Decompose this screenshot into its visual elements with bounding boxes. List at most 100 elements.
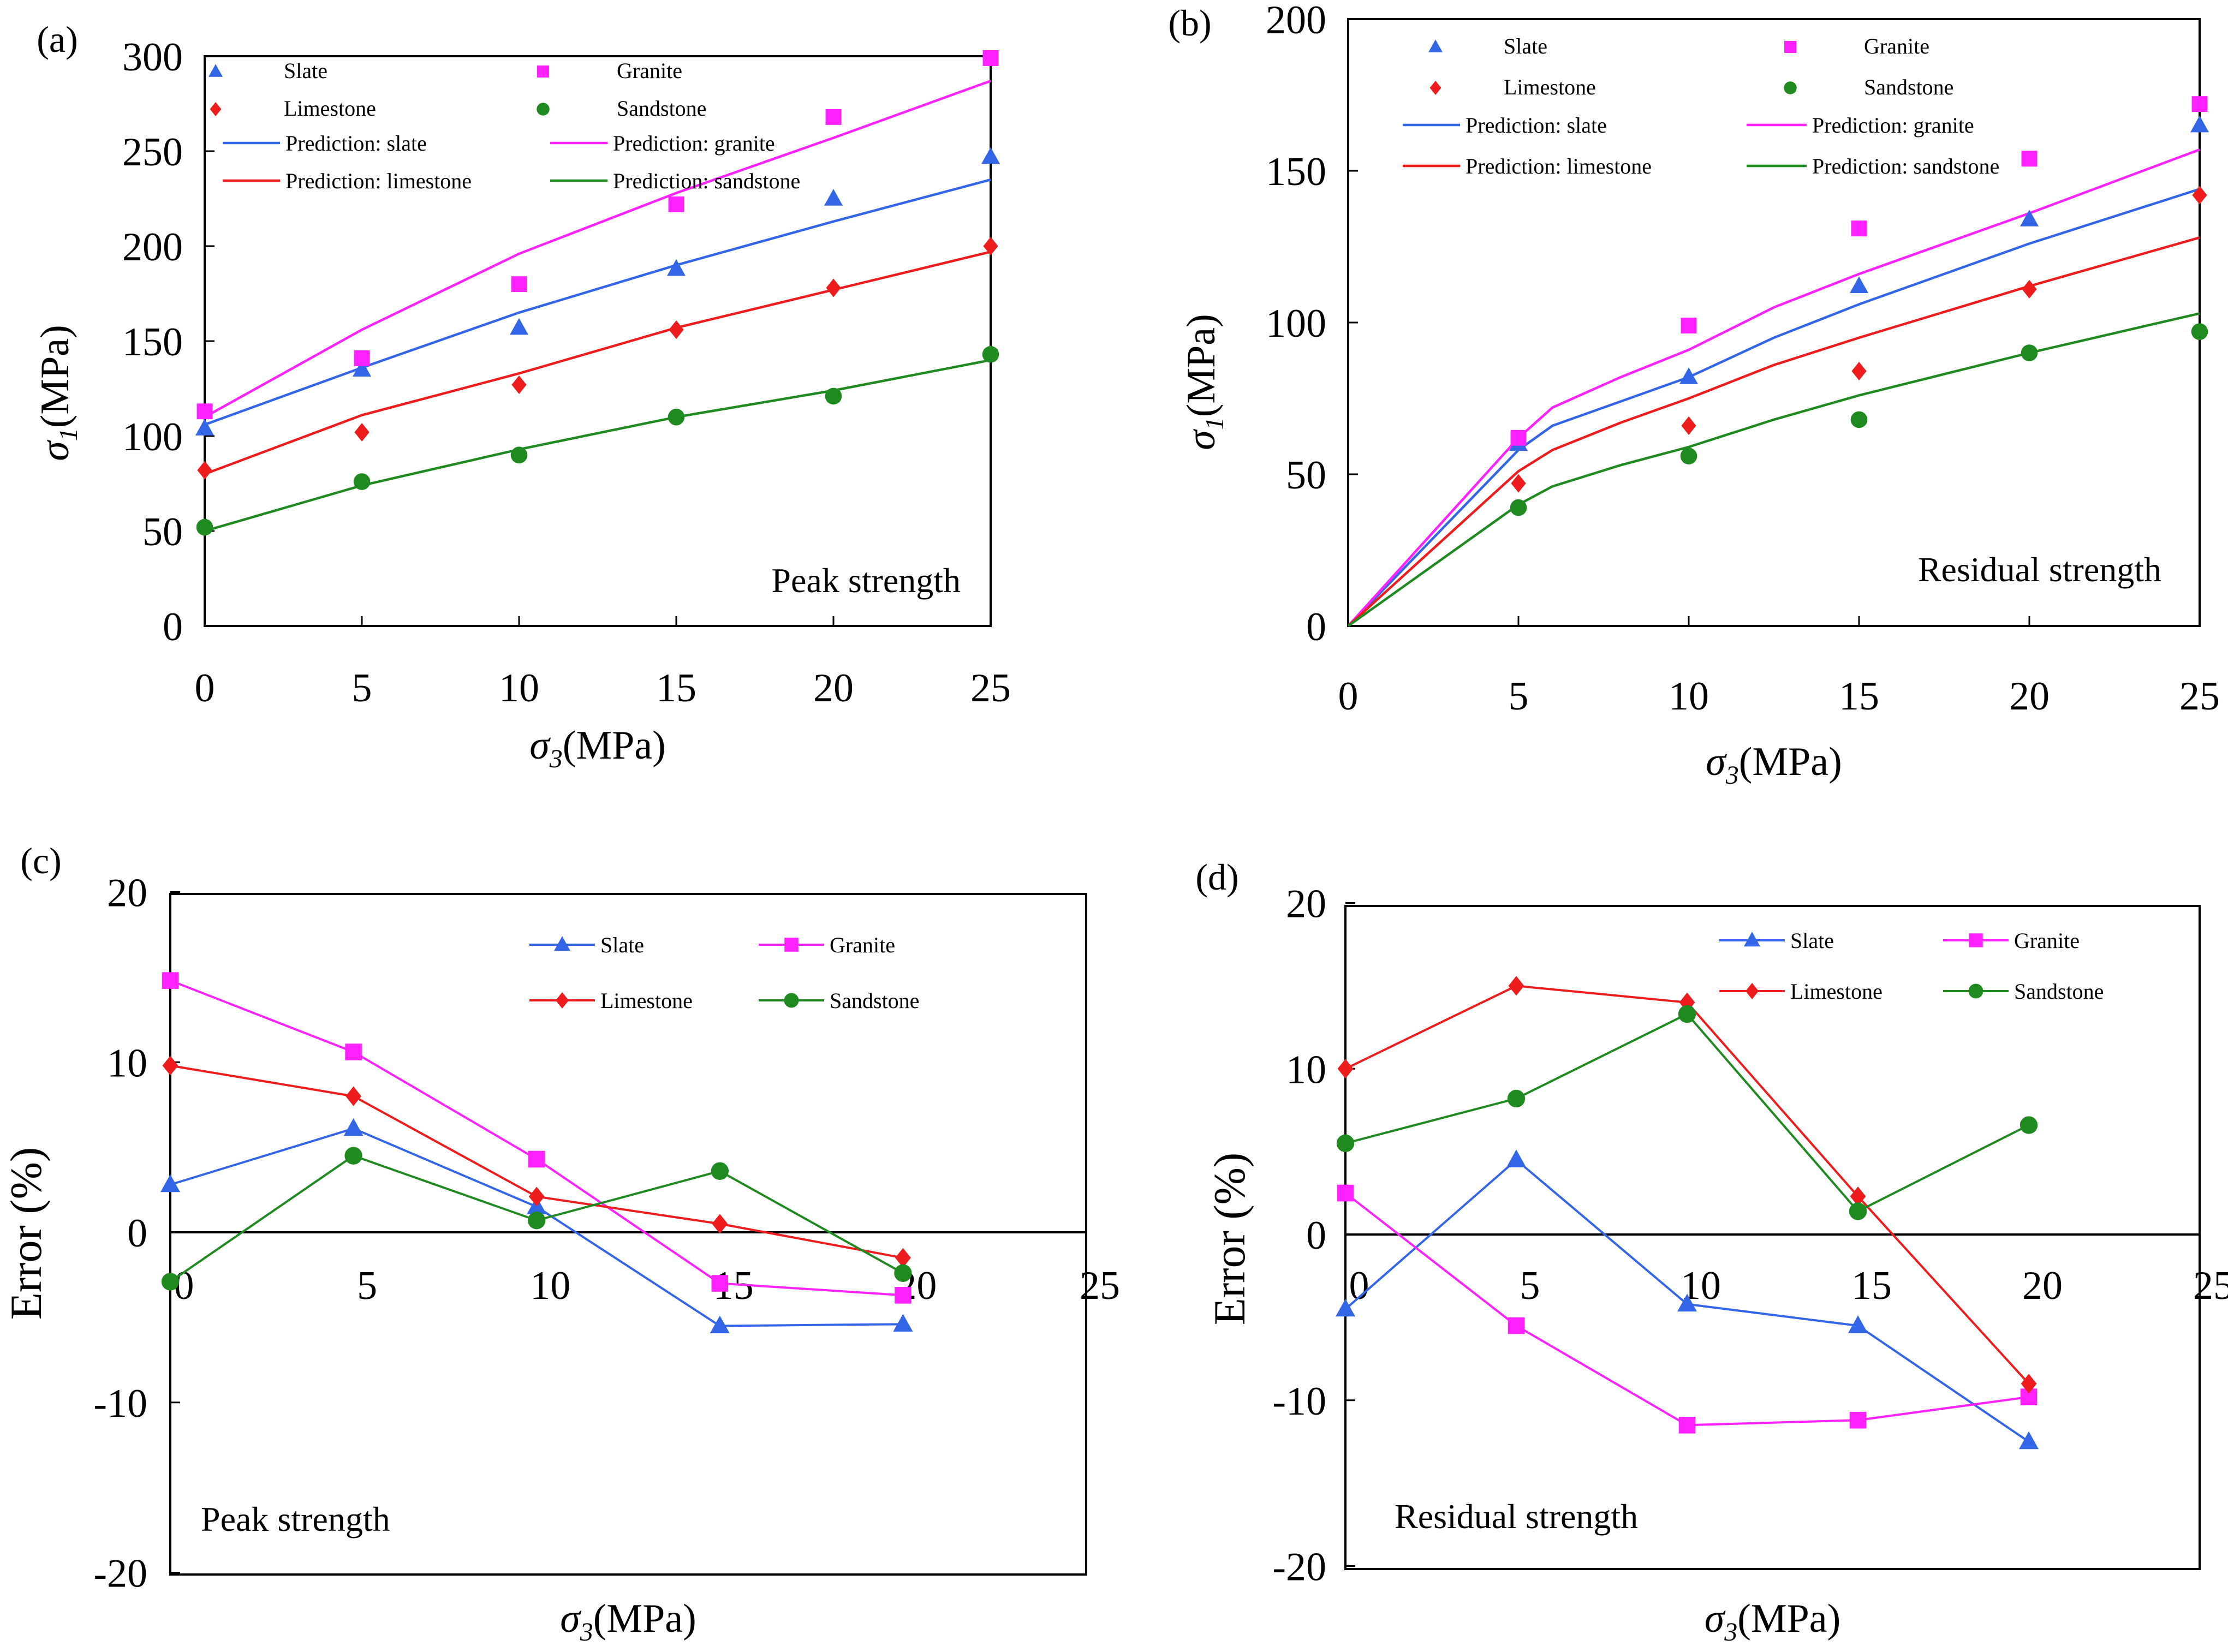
data-point-sandstone xyxy=(161,1273,180,1291)
y-axis-label: σ1(MPa) xyxy=(33,325,83,461)
x-tick-label: 5 xyxy=(1520,1263,1540,1308)
data-point-limestone xyxy=(197,461,212,480)
data-point-sandstone xyxy=(196,518,213,536)
plot-frame xyxy=(169,893,1087,1576)
legend-marker-slate xyxy=(1428,39,1443,52)
legend-label-prediction-granite: Prediction: granite xyxy=(613,131,775,156)
series-line-limestone xyxy=(1345,985,2030,1385)
legend-marker-limestone xyxy=(1429,81,1441,95)
data-point-sandstone xyxy=(510,446,528,464)
data-point-sandstone xyxy=(2191,323,2208,340)
data-point-slate xyxy=(2020,210,2039,226)
legend-label-sandstone: Sandstone xyxy=(617,96,706,121)
legend-marker-sandstone xyxy=(1784,81,1797,94)
data-point-limestone xyxy=(511,375,527,395)
y-tick-label: -10 xyxy=(93,1381,147,1426)
x-tick-label: 25 xyxy=(2179,674,2220,719)
y-tick-label: -10 xyxy=(1272,1379,1326,1424)
y-tick-label: 200 xyxy=(122,225,183,270)
data-point-limestone xyxy=(162,1055,178,1076)
x-axis-label: σ3(MPa) xyxy=(560,1596,696,1647)
annotation: Peak strength xyxy=(201,1500,390,1538)
data-point-granite xyxy=(2021,151,2038,167)
data-point-limestone xyxy=(354,423,370,442)
data-point-slate xyxy=(1336,1298,1355,1317)
plot-frame xyxy=(1344,905,2201,1570)
x-tick-label: 25 xyxy=(2193,1263,2228,1308)
legend-label-slate: Slate xyxy=(1790,928,1834,953)
prediction-line-limestone xyxy=(204,251,991,475)
data-point-granite xyxy=(1508,1317,1525,1334)
legend-marker-sandstone xyxy=(784,993,799,1008)
y-tick-label: 0 xyxy=(1306,605,1326,649)
data-point-slate xyxy=(710,1315,730,1333)
legend-label-granite: Granite xyxy=(617,58,682,83)
x-tick-label: 15 xyxy=(656,666,696,711)
data-point-limestone xyxy=(1850,1186,1866,1207)
x-tick-label: 5 xyxy=(357,1263,377,1308)
panel-tag: (d) xyxy=(1195,856,1238,898)
data-point-sandstone xyxy=(825,387,842,405)
data-point-sandstone xyxy=(2021,344,2038,361)
data-point-granite xyxy=(1849,1411,1867,1429)
legend-label-prediction-sandstone: Prediction: sandstone xyxy=(1812,154,1999,178)
series-line-granite xyxy=(170,979,903,1297)
data-point-sandstone xyxy=(528,1211,546,1230)
x-tick-label: 10 xyxy=(499,666,539,711)
prediction-line-granite xyxy=(1347,148,2200,627)
data-point-sandstone xyxy=(1507,1089,1526,1108)
data-point-granite xyxy=(1678,1417,1696,1434)
data-point-limestone xyxy=(2192,186,2207,205)
prediction-line-slate xyxy=(204,178,991,426)
prediction-line-sandstone xyxy=(204,359,991,533)
data-point-granite xyxy=(825,109,842,125)
x-tick-label: 0 xyxy=(1338,674,1359,719)
prediction-line-sandstone xyxy=(1347,312,2200,627)
data-point-sandstone xyxy=(982,346,999,363)
data-point-sandstone xyxy=(711,1162,729,1180)
y-tick-label: -20 xyxy=(93,1552,147,1596)
data-point-granite xyxy=(1851,220,1867,237)
data-point-granite xyxy=(162,972,179,989)
data-point-sandstone xyxy=(1678,1005,1696,1023)
x-tick-label: 25 xyxy=(1080,1263,1120,1308)
legend-label-prediction-slate: Prediction: slate xyxy=(285,131,427,156)
data-point-granite xyxy=(528,1150,545,1168)
legend-marker-granite xyxy=(784,938,799,952)
data-point-slate xyxy=(1850,276,1868,294)
x-tick-label: 0 xyxy=(195,666,215,711)
data-point-limestone xyxy=(1851,361,1867,380)
x-tick-label: 20 xyxy=(2022,1263,2063,1308)
panel-tag: (c) xyxy=(20,840,61,881)
legend-marker-limestone xyxy=(210,102,222,116)
panel-tag: (b) xyxy=(1168,2,1211,44)
data-point-granite xyxy=(1337,1184,1354,1202)
data-point-sandstone xyxy=(1336,1134,1355,1153)
data-point-limestone xyxy=(528,1186,545,1207)
data-point-granite xyxy=(196,403,213,420)
x-axis-label: σ3(MPa) xyxy=(1705,1596,1841,1647)
data-point-sandstone xyxy=(894,1264,912,1283)
legend-label-prediction-slate: Prediction: slate xyxy=(1466,113,1607,138)
legend-label-limestone: Limestone xyxy=(1504,75,1596,99)
panel-tag: (a) xyxy=(37,19,78,60)
legend-label-prediction-sandstone: Prediction: sandstone xyxy=(613,169,800,193)
data-point-granite xyxy=(511,276,527,293)
data-point-sandstone xyxy=(668,408,685,426)
legend-label-sandstone: Sandstone xyxy=(1864,75,1953,99)
legend-label-granite: Granite xyxy=(2014,928,2080,953)
data-point-slate xyxy=(510,318,528,335)
data-point-limestone xyxy=(1508,976,1524,996)
y-axis-label: σ1(MPa) xyxy=(1179,314,1229,450)
data-point-slate xyxy=(667,259,686,276)
annotation: Residual strength xyxy=(1918,550,2161,589)
x-tick-label: 20 xyxy=(2009,674,2050,719)
data-point-slate xyxy=(893,1314,913,1332)
data-point-sandstone xyxy=(1510,499,1527,516)
data-point-slate xyxy=(1679,367,1698,384)
x-tick-label: 0 xyxy=(1349,1263,1369,1308)
data-point-limestone xyxy=(712,1214,728,1234)
data-point-limestone xyxy=(1511,474,1526,493)
